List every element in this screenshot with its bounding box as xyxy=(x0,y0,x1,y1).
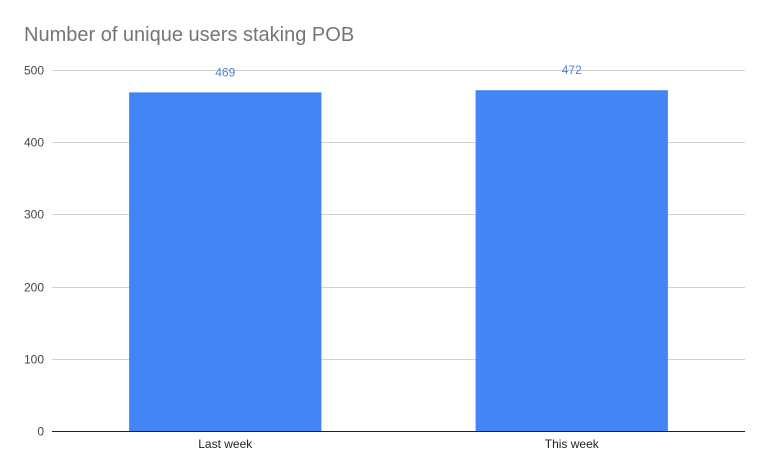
x-tick-label-this-week: This week xyxy=(545,437,600,451)
bar-last-week xyxy=(129,92,322,431)
y-tick-label-0: 0 xyxy=(37,425,44,439)
y-tick-label-200: 200 xyxy=(24,281,44,295)
bars xyxy=(129,90,668,431)
bar-this-week xyxy=(475,90,668,431)
chart-title: Number of unique users staking POB xyxy=(24,24,355,46)
x-tick-label-last-week: Last week xyxy=(198,437,253,451)
data-label-last-week: 469 xyxy=(215,65,235,79)
data-label-this-week: 472 xyxy=(562,63,582,77)
y-tick-label-100: 100 xyxy=(24,353,44,367)
data-labels: 469 472 xyxy=(215,63,582,79)
y-tick-label-400: 400 xyxy=(24,136,44,150)
x-axis-tick-labels: Last week This week xyxy=(198,437,600,451)
y-axis-tick-labels: 0 100 200 300 400 500 xyxy=(24,64,44,439)
y-tick-label-500: 500 xyxy=(24,64,44,78)
y-tick-label-300: 300 xyxy=(24,208,44,222)
